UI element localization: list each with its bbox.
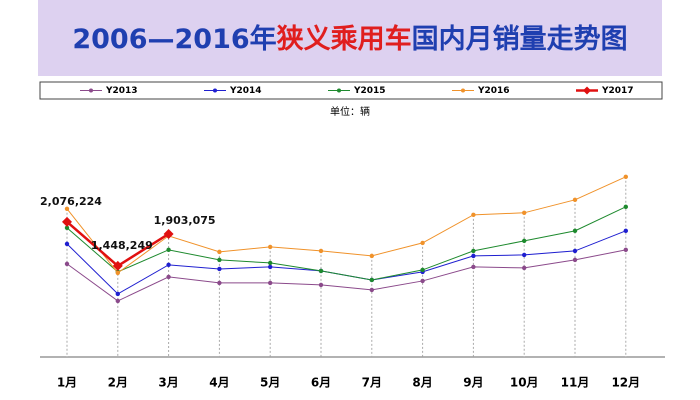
x-tick-label: 12月 <box>611 376 640 390</box>
marker <box>217 257 222 263</box>
chart-title: 2006—2016年狭义乘用车国内月销量走势图 <box>72 23 627 55</box>
marker <box>166 274 171 280</box>
legend-label: Y2015 <box>353 86 386 96</box>
marker <box>471 212 476 218</box>
marker <box>471 248 476 254</box>
x-tick-label: 7月 <box>362 376 382 390</box>
marker <box>62 216 72 227</box>
legend-label: Y2016 <box>477 86 510 96</box>
marker <box>166 262 171 268</box>
x-tick-label: 5月 <box>260 376 280 390</box>
title-band <box>38 0 662 76</box>
title-part: 国内月销量走势图 <box>412 24 628 55</box>
title-part: 狭义乘用车 <box>276 23 412 55</box>
marker <box>522 210 527 216</box>
marker <box>217 280 222 286</box>
marker <box>572 248 578 254</box>
legend-marker <box>337 88 341 93</box>
legend-box <box>39 81 663 100</box>
marker <box>572 197 578 203</box>
marker <box>623 228 628 234</box>
marker <box>420 267 425 273</box>
legend-label: Y2014 <box>229 86 262 96</box>
legend-marker <box>213 88 217 93</box>
legend-label: Y2017 <box>601 86 634 96</box>
marker <box>522 265 527 271</box>
title-part: 2006—2016年 <box>72 23 276 55</box>
marker <box>64 206 70 212</box>
marker <box>217 249 222 255</box>
x-tick-label: 3月 <box>158 376 178 390</box>
marker <box>420 240 425 246</box>
x-tick-label: 4月 <box>209 376 229 390</box>
marker <box>369 253 374 259</box>
marker <box>623 174 628 180</box>
marker <box>115 291 121 297</box>
x-tick-label: 1月 <box>57 376 77 390</box>
marker <box>64 225 70 231</box>
marker <box>471 253 476 259</box>
marker <box>115 270 121 276</box>
x-tick-label: 8月 <box>412 376 432 390</box>
data-label: 1,903,075 <box>154 214 216 227</box>
marker <box>420 278 425 284</box>
marker <box>64 241 70 247</box>
marker <box>623 204 628 210</box>
marker <box>623 247 628 253</box>
marker <box>268 264 273 270</box>
marker <box>166 247 171 253</box>
marker <box>471 264 476 270</box>
marker <box>115 298 121 304</box>
marker <box>318 268 324 274</box>
series-line <box>66 249 626 302</box>
marker <box>268 244 273 250</box>
marker <box>64 261 70 267</box>
marker <box>318 248 324 254</box>
marker <box>572 257 578 263</box>
legend-marker <box>583 86 591 95</box>
data-label: 2,076,224 <box>40 195 102 208</box>
marker <box>217 266 222 272</box>
data-label: 1,448,249 <box>91 239 153 252</box>
marker <box>369 287 374 293</box>
legend-label: Y2013 <box>105 86 138 96</box>
marker <box>318 282 324 288</box>
x-tick-label: 9月 <box>463 376 483 390</box>
x-tick-label: 2月 <box>108 376 128 390</box>
x-tick-label: 11月 <box>561 376 590 390</box>
series-line <box>66 206 627 281</box>
marker <box>163 228 174 239</box>
unit-label: 单位：辆 <box>330 105 370 118</box>
marker <box>369 277 374 283</box>
marker <box>572 228 578 234</box>
legend-marker <box>89 88 93 93</box>
marker <box>268 260 273 266</box>
marker <box>112 260 123 271</box>
marker <box>268 280 273 286</box>
x-tick-label: 10月 <box>510 376 539 390</box>
legend-marker <box>461 88 465 93</box>
x-tick-label: 6月 <box>311 376 331 390</box>
series-line <box>66 176 627 274</box>
marker <box>522 252 527 258</box>
marker <box>522 238 527 244</box>
